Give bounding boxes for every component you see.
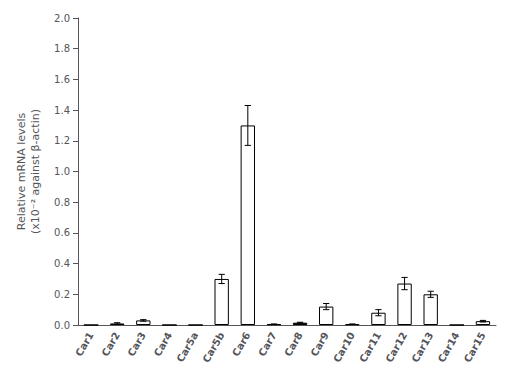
svg-text:Car3: Car3 [126, 330, 149, 358]
svg-text:0.4: 0.4 [54, 258, 70, 269]
svg-text:Car10: Car10 [331, 330, 357, 364]
svg-text:Car11: Car11 [357, 330, 383, 364]
svg-text:Car6: Car6 [230, 330, 253, 358]
svg-text:Car1: Car1 [73, 330, 96, 358]
svg-text:Car2: Car2 [99, 330, 122, 358]
svg-text:Car4: Car4 [152, 330, 175, 358]
svg-text:Car8: Car8 [282, 330, 305, 358]
svg-text:1.8: 1.8 [54, 43, 70, 54]
svg-text:1.6: 1.6 [54, 74, 70, 85]
svg-text:1.4: 1.4 [54, 105, 70, 116]
svg-text:0.0: 0.0 [54, 320, 70, 331]
svg-text:Car14: Car14 [436, 330, 462, 364]
svg-text:Car15: Car15 [462, 330, 488, 364]
svg-text:0.8: 0.8 [54, 197, 70, 208]
svg-text:2.0: 2.0 [54, 13, 70, 24]
svg-text:Car9: Car9 [308, 330, 331, 358]
svg-text:1.0: 1.0 [54, 166, 70, 177]
svg-text:Relative mRNA levels: Relative mRNA levels [15, 113, 28, 231]
svg-text:Car5b: Car5b [200, 330, 226, 364]
svg-text:0.2: 0.2 [54, 289, 70, 300]
svg-text:Car13: Car13 [409, 330, 435, 364]
svg-text:(x10⁻² against β-actin): (x10⁻² against β-actin) [29, 109, 42, 234]
svg-text:Car5a: Car5a [174, 330, 200, 364]
svg-text:Car12: Car12 [383, 330, 409, 364]
svg-text:0.6: 0.6 [54, 227, 70, 238]
svg-text:1.2: 1.2 [54, 135, 70, 146]
svg-text:Car7: Car7 [256, 330, 279, 358]
